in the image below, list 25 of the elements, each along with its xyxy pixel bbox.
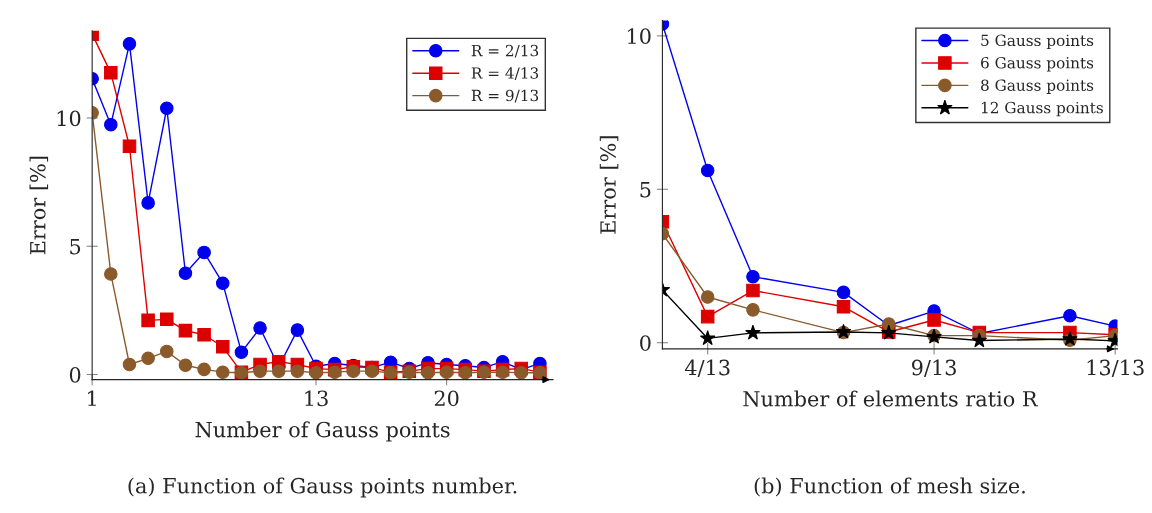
y-tick-label: 5 xyxy=(70,238,81,255)
text: (b) Function of mesh size. xyxy=(754,477,1025,497)
y-tick-label: 10 xyxy=(57,110,81,127)
x-tick-label: 9/13 xyxy=(911,359,956,378)
y-tick-label: 0 xyxy=(640,335,651,351)
x-axis-title: Number of elements ratio R xyxy=(743,390,1039,407)
legend-label: R = 9/13 xyxy=(471,89,539,103)
legend-label: 12 Gauss points xyxy=(981,101,1103,117)
x-axis-title: Number of Gauss points xyxy=(195,421,450,442)
x-tick-label: 1 xyxy=(88,390,96,406)
x-tick-label: 20 xyxy=(434,390,459,407)
legend-label: R = 2/13 xyxy=(471,44,539,58)
x-tick-label: 4/13 xyxy=(684,359,730,378)
y-tick-label: 0 xyxy=(69,366,81,383)
legend-label: 8 Gauss points xyxy=(981,79,1094,94)
legend-label: 6 Gauss points xyxy=(981,56,1094,72)
x-tick-label: 13/13 xyxy=(1087,359,1144,378)
y-axis-title: Error [%] xyxy=(29,156,49,255)
y-tick-label: 10 xyxy=(628,28,651,45)
text: (a) Function of Gauss points number. xyxy=(128,477,517,498)
x-tick-label: 13 xyxy=(305,390,328,407)
legend-label: R = 4/13 xyxy=(471,67,539,80)
y-axis-title: Error [%] xyxy=(599,136,619,234)
y-tick-label: 5 xyxy=(640,182,651,198)
legend-label: 5 Gauss points xyxy=(981,34,1094,50)
